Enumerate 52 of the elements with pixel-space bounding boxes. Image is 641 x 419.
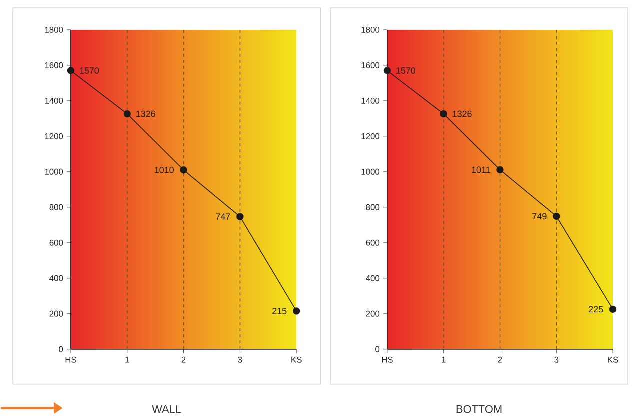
point bbox=[236, 213, 244, 220]
point bbox=[384, 67, 392, 74]
y-tick-label: 1400 bbox=[362, 98, 380, 104]
data-label: 1570 bbox=[396, 67, 416, 74]
point bbox=[440, 110, 448, 118]
x-tick-label: 3 bbox=[238, 356, 242, 363]
x-tick-label: 2 bbox=[498, 356, 502, 363]
y-tick-label: 400 bbox=[50, 275, 64, 282]
point bbox=[292, 308, 300, 315]
data-label: 1010 bbox=[155, 166, 174, 174]
y-tick-label: 200 bbox=[50, 310, 64, 317]
x-tick-label: HS bbox=[66, 356, 76, 363]
data-label: 747 bbox=[216, 214, 230, 220]
data-label: 1570 bbox=[80, 67, 100, 74]
y-tick-label: 200 bbox=[366, 310, 380, 317]
y-tick-label: 0 bbox=[59, 346, 64, 352]
x-tick-label: 1 bbox=[126, 356, 130, 363]
y-tick-label: 800 bbox=[366, 204, 380, 210]
x-tick-label: KS bbox=[608, 356, 618, 363]
y-tick-label: 800 bbox=[50, 204, 64, 210]
y-tick-label: 0 bbox=[376, 346, 380, 352]
data-label: 1326 bbox=[136, 110, 156, 118]
data-label: 1011 bbox=[472, 166, 490, 174]
point bbox=[609, 306, 617, 313]
y-tick-label: 600 bbox=[366, 240, 380, 246]
y-tick-label: 1200 bbox=[45, 133, 64, 140]
x-tick-label: 2 bbox=[182, 356, 186, 363]
y-tick-label: 600 bbox=[50, 240, 64, 246]
text: BOTTOM bbox=[456, 405, 502, 414]
y-tick-label: 1800 bbox=[45, 26, 64, 33]
x-tick-label: HS bbox=[382, 356, 393, 363]
point bbox=[67, 67, 75, 74]
y-tick-label: 1600 bbox=[45, 62, 64, 68]
x-tick-label: 3 bbox=[554, 356, 559, 363]
point bbox=[180, 166, 188, 174]
y-tick-label: 1000 bbox=[362, 168, 380, 175]
x-tick-label: KS bbox=[292, 356, 302, 363]
y-tick-label: 1600 bbox=[362, 62, 380, 68]
y-tick-label: 1200 bbox=[362, 133, 380, 140]
data-label: 1326 bbox=[453, 110, 472, 118]
point bbox=[496, 166, 504, 174]
y-tick-label: 1400 bbox=[45, 98, 64, 104]
data-label: 749 bbox=[532, 213, 547, 220]
y-tick-label: 1800 bbox=[362, 26, 380, 33]
x-tick-label: 1 bbox=[442, 356, 446, 363]
y-tick-label: 400 bbox=[366, 275, 380, 282]
point bbox=[124, 110, 131, 118]
text: WALL bbox=[152, 405, 182, 413]
y-tick-label: 1000 bbox=[45, 168, 64, 175]
point bbox=[553, 212, 560, 220]
data-label: 215 bbox=[272, 308, 287, 314]
data-label: 225 bbox=[589, 306, 604, 313]
